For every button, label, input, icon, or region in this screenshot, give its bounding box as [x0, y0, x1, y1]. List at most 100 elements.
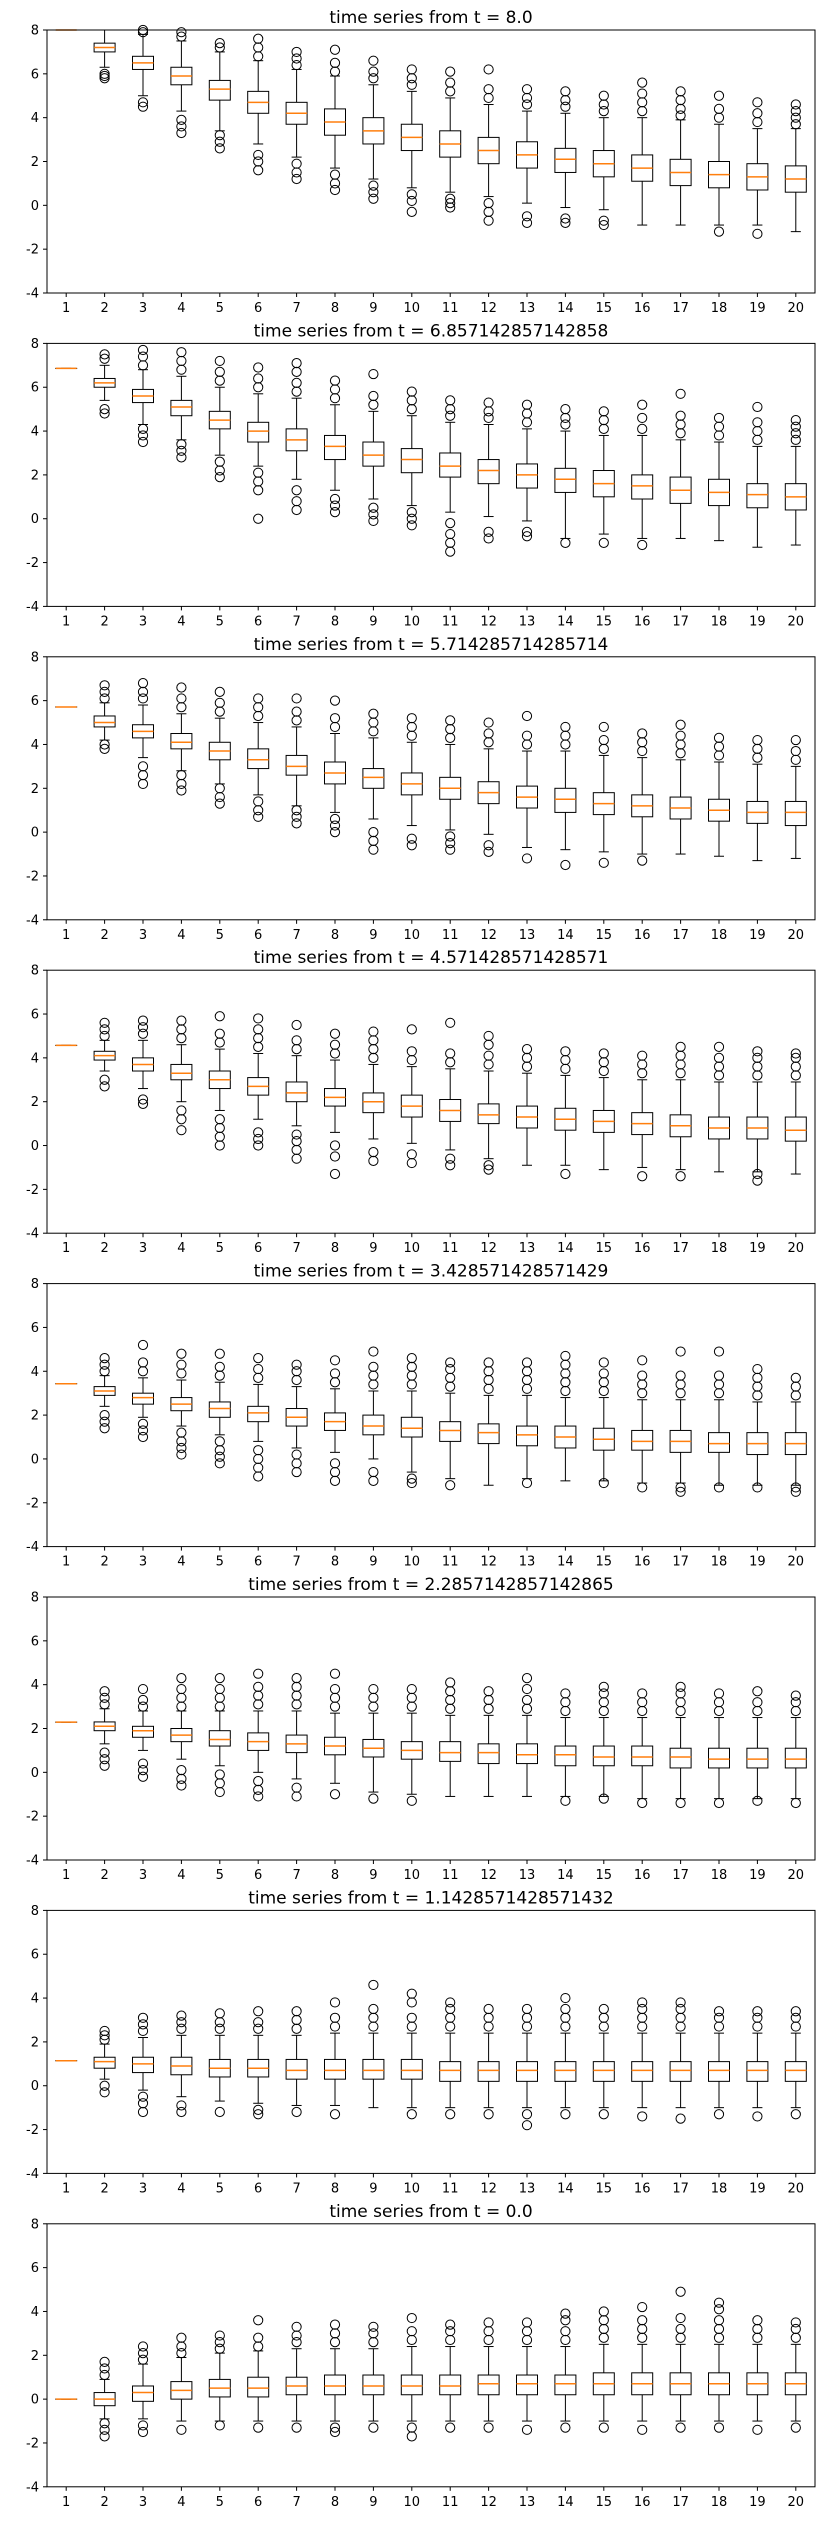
y-tick-label: 6 — [31, 381, 39, 396]
flier-point — [445, 1381, 456, 1392]
x-tick-label: 17 — [672, 928, 689, 943]
iqr-box — [400, 2374, 423, 2396]
x-tick-label: 9 — [369, 301, 377, 316]
box-6 — [247, 693, 270, 822]
flier-point — [598, 857, 609, 868]
flier-point — [368, 1035, 379, 1046]
flier-point — [637, 88, 648, 99]
y-tick-label: 6 — [31, 1008, 39, 1023]
flier-point — [598, 215, 609, 226]
flier-point — [253, 485, 264, 496]
y-tick-label: 8 — [31, 650, 39, 665]
flier-point — [560, 2021, 571, 2032]
flier-point — [253, 1776, 264, 1787]
box-16 — [631, 1997, 654, 2122]
flier-point — [560, 412, 571, 424]
flier-point — [253, 1033, 264, 1044]
flier-point — [445, 2003, 456, 2015]
flier-point — [598, 1048, 609, 1059]
flier-point — [99, 1423, 110, 1434]
flier-point — [752, 734, 763, 746]
flier-point — [214, 456, 225, 467]
flier-point — [406, 1149, 417, 1160]
box-9 — [362, 1026, 385, 1166]
x-tick-label: 20 — [788, 1555, 805, 1570]
x-tick-label: 12 — [480, 2181, 497, 2196]
box-18 — [708, 412, 730, 542]
box-5 — [208, 355, 231, 483]
flier-point — [483, 1686, 494, 1697]
flier-point — [329, 1458, 341, 1469]
flier-point — [329, 1151, 341, 1162]
flier-point — [329, 2319, 341, 2330]
flier-point — [214, 783, 225, 794]
iqr-box — [477, 2374, 500, 2396]
flier-point — [99, 1030, 110, 1042]
axes-frame — [46, 1596, 816, 1861]
iqr-box — [132, 2056, 154, 2074]
flier-point — [406, 189, 417, 200]
flier-point — [329, 827, 341, 838]
iqr-box — [592, 1745, 615, 1767]
flier-point — [483, 84, 494, 95]
flier-point — [176, 1773, 187, 1785]
flier-point — [521, 1683, 533, 1695]
flier-point — [406, 520, 417, 531]
flier-point — [137, 351, 149, 362]
flier-point — [598, 1057, 609, 1068]
flier-point — [675, 2332, 686, 2343]
iqr-box — [477, 459, 500, 485]
flier-point — [790, 2323, 801, 2335]
box-19 — [746, 97, 769, 239]
box-3 — [132, 1015, 154, 1109]
box-9 — [362, 55, 385, 204]
axes-frame — [46, 342, 816, 607]
flier-point — [176, 2424, 187, 2435]
flier-point — [214, 1445, 225, 1456]
flier-point — [214, 38, 225, 49]
box-15 — [592, 406, 615, 548]
y-tick-label: -2 — [26, 1183, 39, 1198]
box-12 — [477, 1030, 500, 1175]
flier-point — [214, 1028, 225, 1039]
flier-point — [214, 1370, 225, 1381]
flier-point — [137, 430, 149, 441]
flier-point — [137, 1694, 149, 1706]
flier-point — [253, 1681, 264, 1692]
box-4 — [170, 2332, 193, 2435]
flier-point — [675, 1797, 686, 1809]
flier-point — [521, 1357, 533, 1368]
box-11 — [439, 66, 462, 213]
flier-point — [560, 2012, 571, 2023]
x-tick-label: 4 — [177, 1555, 185, 1570]
y-tick-label: 2 — [31, 468, 39, 483]
flier-point — [329, 44, 341, 55]
flier-point — [368, 1026, 379, 1037]
flier-point — [713, 2315, 725, 2326]
x-tick-label: 8 — [331, 2181, 339, 2196]
x-tick-label: 7 — [292, 1868, 300, 1883]
flier-point — [368, 1979, 379, 1991]
x-tick-label: 20 — [788, 1868, 805, 1883]
flier-point — [521, 1383, 533, 1394]
flier-point — [713, 2304, 725, 2315]
flier-point — [291, 1144, 302, 1156]
y-tick-label: 2 — [31, 1409, 39, 1424]
flier-point — [752, 1070, 763, 1081]
flier-point — [99, 408, 110, 419]
flier-point — [560, 1385, 571, 1397]
flier-point — [752, 2332, 763, 2343]
flier-point — [99, 1410, 110, 1421]
box-7 — [285, 2321, 308, 2433]
flier-point — [291, 59, 302, 71]
y-tick-label: -4 — [26, 1854, 39, 1869]
iqr-box — [439, 452, 462, 478]
flier-point — [99, 1359, 110, 1370]
box-17 — [669, 1681, 692, 1809]
x-tick-label: 13 — [519, 1241, 536, 1256]
flier-point — [560, 217, 571, 228]
flier-point — [445, 2422, 456, 2433]
flier-point — [560, 1795, 571, 1806]
flier-point — [675, 739, 686, 750]
flier-point — [713, 1370, 725, 1381]
